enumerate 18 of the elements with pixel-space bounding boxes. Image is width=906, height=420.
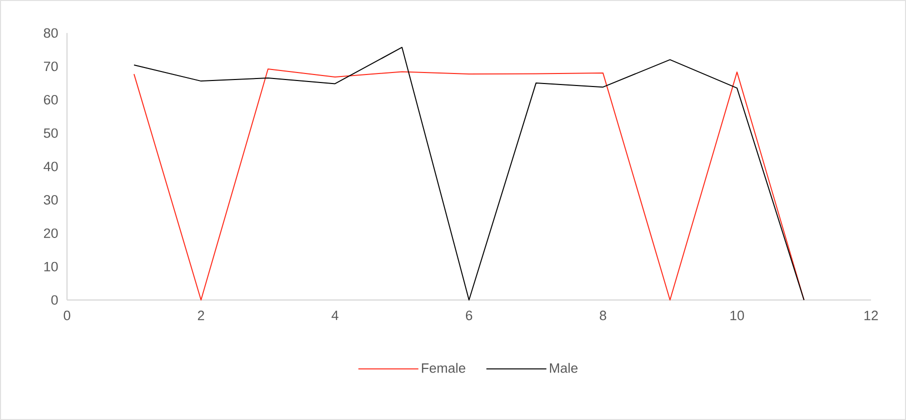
y-tick-label: 60 (44, 94, 58, 105)
x-tick-label: 4 (332, 310, 338, 320)
x-tick-label: 0 (64, 310, 70, 320)
y-tick-label: 20 (44, 228, 58, 238)
legend-label: Male (550, 362, 578, 373)
legend-label: Female (422, 362, 466, 373)
y-tick-label: 10 (44, 262, 58, 272)
x-tick-label: 6 (466, 310, 472, 320)
y-tick-label: 70 (44, 62, 58, 72)
x-tick-label: 2 (198, 310, 204, 320)
x-tick-label: 8 (600, 310, 606, 320)
x-tick-label: 10 (730, 310, 744, 320)
y-tick-label: 50 (44, 128, 58, 138)
y-tick-label: 40 (44, 162, 58, 172)
x-tick-label: 12 (864, 310, 878, 320)
y-tick-label: 0 (51, 295, 58, 305)
y-tick-label: 30 (44, 195, 58, 205)
y-tick-label: 80 (44, 28, 58, 38)
